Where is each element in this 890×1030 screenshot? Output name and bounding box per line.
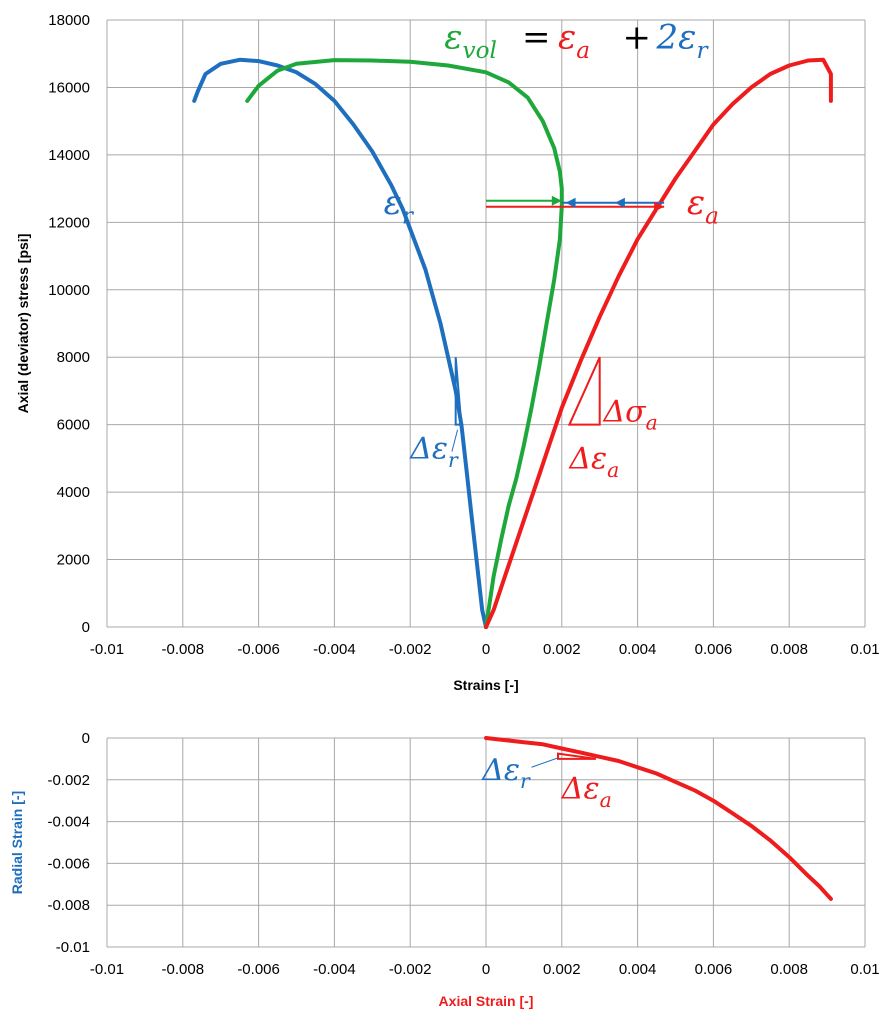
y-tick-label: -0.008 (47, 897, 90, 914)
y-tick-label: 8000 (57, 349, 90, 366)
axial-slope-triangle (557, 752, 597, 760)
y-tick-label: 0 (82, 730, 90, 747)
y-axis-title: Radial Strain [-] (9, 791, 25, 894)
series-line-2 (245, 58, 564, 629)
x-tick-label: -0.002 (389, 961, 432, 978)
y-tick-label: 4000 (57, 484, 90, 501)
x-tick-label: 0.002 (543, 641, 581, 658)
pointer-arrow (451, 429, 459, 452)
series-line-1 (484, 736, 833, 901)
chart-annotation: 2εr (656, 18, 710, 65)
x-axis-title: Strains [-] (453, 677, 518, 693)
arrow-head (565, 197, 576, 208)
chart-annotation: + (622, 18, 651, 58)
chart-annotation: εa (687, 183, 719, 230)
y-tick-label: 12000 (48, 214, 90, 231)
x-tick-label: 0 (482, 961, 490, 978)
arrow-head (551, 195, 562, 206)
pointer-arrow (531, 757, 559, 768)
y-axis-title: Axial (deviator) stress [psi] (15, 234, 31, 414)
series-line-1 (192, 57, 488, 629)
chart-2: -0.01 -0.008 -0.006 -0.004 -0.002 0 0.002 0.004… (9, 730, 880, 1009)
x-tick-label: 0.002 (543, 961, 581, 978)
chart-annotation: Δεr (481, 753, 531, 793)
axial-slope-triangle (567, 356, 601, 426)
x-tick-label: -0.006 (237, 641, 280, 658)
x-tick-label: 0.006 (695, 961, 733, 978)
chart-annotation: Δεa (568, 442, 619, 482)
radial-slope-triangle (454, 357, 463, 426)
chart-annotation: εa (558, 18, 590, 65)
x-tick-label: 0.004 (619, 641, 657, 658)
series-line-3 (484, 57, 833, 629)
x-tick-label: 0 (482, 641, 490, 658)
y-tick-label: 18000 (48, 12, 90, 29)
y-tick-label: 6000 (57, 417, 90, 434)
arrow-head (614, 197, 625, 208)
arrow-head (654, 201, 665, 212)
chart-annotation: Δσa (602, 394, 657, 434)
y-tick-label: 0 (82, 619, 90, 636)
chart-annotation: = (522, 18, 551, 58)
y-tick-label: 14000 (48, 147, 90, 164)
x-tick-label: 0.008 (770, 641, 808, 658)
x-tick-label: -0.01 (90, 961, 124, 978)
chart-annotation: εr (384, 183, 415, 230)
x-tick-label: -0.002 (389, 641, 432, 658)
x-tick-label: -0.004 (313, 641, 356, 658)
y-tick-label: -0.006 (47, 855, 90, 872)
y-tick-label: 10000 (48, 282, 90, 299)
x-tick-label: 0.01 (850, 961, 879, 978)
y-tick-label: 16000 (48, 79, 90, 96)
x-tick-label: -0.006 (237, 961, 280, 978)
chart-annotation: Δεr (409, 431, 459, 471)
x-tick-label: 0.01 (850, 641, 879, 658)
x-axis-title: Axial Strain [-] (439, 993, 534, 1009)
x-tick-label: -0.008 (162, 641, 205, 658)
chart-1: -0.01 -0.008 -0.006 -0.004 -0.002 0 0.002 0.004… (15, 12, 880, 693)
x-tick-label: 0.006 (695, 641, 733, 658)
x-tick-label: 0.004 (619, 961, 657, 978)
y-tick-label: 2000 (57, 552, 90, 569)
chart-annotation: Δεa (561, 772, 612, 812)
y-tick-label: -0.01 (56, 939, 90, 956)
x-tick-label: -0.008 (162, 961, 205, 978)
y-tick-label: -0.004 (47, 814, 90, 831)
x-tick-label: 0.008 (770, 961, 808, 978)
x-tick-label: -0.01 (90, 641, 124, 658)
y-tick-label: -0.002 (47, 772, 90, 789)
x-tick-label: -0.004 (313, 961, 356, 978)
chart-annotation: εvol (444, 18, 497, 65)
